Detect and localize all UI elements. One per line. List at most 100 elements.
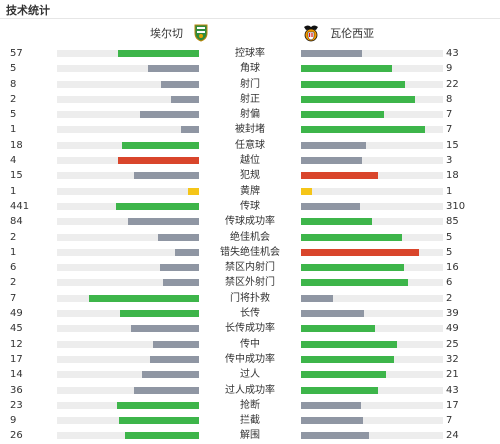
stat-label: 射偏 [240,109,260,121]
home-stat-bar [122,141,199,149]
away-stat-bar-track [301,233,443,241]
away-stat-bar-track [301,355,443,363]
away-stat-bar [301,111,384,119]
home-stat-value: 49 [10,308,23,320]
away-stat-bar [301,264,404,272]
home-stat-value: 6 [10,262,17,274]
home-stat-bar-track [57,248,199,256]
away-stat-bar [301,294,333,302]
stat-label: 传中 [240,338,260,350]
stat-row: 15 犯规 18 [0,168,500,183]
away-stat-value: 49 [446,323,459,335]
away-stat-bar-track [301,111,443,119]
away-stat-value: 43 [446,48,459,59]
away-stat-bar-track [301,141,443,149]
home-stat-value: 8 [10,78,17,90]
home-stat-value: 23 [10,399,23,411]
away-stat-bar [301,325,375,333]
home-stat-value: 15 [10,170,23,182]
home-stat-bar [181,126,199,134]
home-stat-bar-track [57,126,199,134]
stat-label: 长传成功率 [225,323,275,335]
away-stat-value: 21 [446,369,459,381]
away-stat-value: 3 [446,155,453,167]
home-stat-bar [160,264,199,272]
home-stat-bar-track [57,172,199,180]
away-team-header: 瓦伦西亚 [303,22,374,42]
home-stat-bar-track [57,401,199,409]
away-stat-bar-track [301,80,443,88]
home-stat-bar [158,233,199,241]
away-stat-bar [301,141,366,149]
home-stat-bar [128,218,199,226]
away-stat-bar [301,202,360,210]
away-stat-value: 1 [446,185,453,197]
away-stat-bar [301,310,364,318]
away-stat-value: 25 [446,338,459,350]
home-stat-bar-track [57,340,199,348]
home-stat-bar [175,248,199,256]
stat-row: 9 拦截 7 [0,413,500,428]
home-stat-bar [125,432,199,440]
home-stat-bar-track [57,310,199,318]
home-stat-bar-track [57,417,199,425]
stat-row: 4 越位 3 [0,153,500,168]
stat-row: 18 任意球 15 [0,138,500,153]
away-stat-value: 18 [446,170,459,182]
stat-row: 26 解围 24 [0,428,500,443]
away-stat-bar-track [301,401,443,409]
away-stat-bar [301,95,415,103]
away-stat-bar [301,65,392,73]
stat-label: 禁区外射门 [225,277,275,289]
home-stat-bar [148,65,199,73]
away-stat-bar-track [301,264,443,272]
stat-row: 2 绝佳机会 5 [0,230,500,245]
stat-label: 禁区内射门 [225,262,275,274]
home-stat-bar [120,310,199,318]
stat-label: 抢断 [240,399,260,411]
home-stat-bar [134,172,199,180]
away-stat-value: 6 [446,277,453,289]
stat-row: 17 传中成功率 32 [0,352,500,367]
stat-label: 越位 [240,155,260,167]
home-stat-bar [89,294,199,302]
away-stat-value: 8 [446,93,453,105]
home-stat-bar-track [57,294,199,302]
home-stat-value: 441 [10,200,30,212]
away-stat-bar-track [301,157,443,165]
stat-label: 传中成功率 [225,353,275,365]
home-stat-bar-track [57,111,199,119]
away-stat-bar-track [301,218,443,226]
stat-row: 5 角球 9 [0,61,500,76]
away-stat-value: 5 [446,231,453,243]
stat-label: 门将扑救 [230,292,270,304]
home-stat-bar-track [57,218,199,226]
home-stat-bar-track [57,432,199,440]
home-stat-value: 2 [10,231,17,243]
away-stat-bar-track [301,310,443,318]
stat-row: 441 传球 310 [0,199,500,214]
away-stat-value: 32 [446,353,459,365]
away-stat-bar [301,218,372,226]
stat-row: 1 被封堵 7 [0,122,500,137]
stat-label: 犯规 [240,170,260,182]
home-stat-value: 1 [10,246,17,258]
stat-label: 解围 [240,430,260,442]
away-stat-value: 310 [446,200,466,212]
home-stat-value: 5 [10,63,17,75]
away-stat-value: 39 [446,308,459,320]
away-stat-bar-track [301,279,443,287]
away-stat-value: 7 [446,109,453,121]
home-stat-value: 57 [10,48,23,59]
home-stat-value: 18 [10,139,23,151]
home-stat-bar [118,50,199,57]
away-stat-bar-track [301,386,443,394]
home-team-name: 埃尔切 [150,26,183,40]
home-stat-bar-track [57,95,199,103]
stat-label: 长传 [240,308,260,320]
home-stat-bar-track [57,264,199,272]
away-stat-bar-track [301,325,443,333]
away-stat-bar [301,432,369,440]
home-stat-value: 4 [10,155,17,167]
home-stat-bar-track [57,157,199,165]
